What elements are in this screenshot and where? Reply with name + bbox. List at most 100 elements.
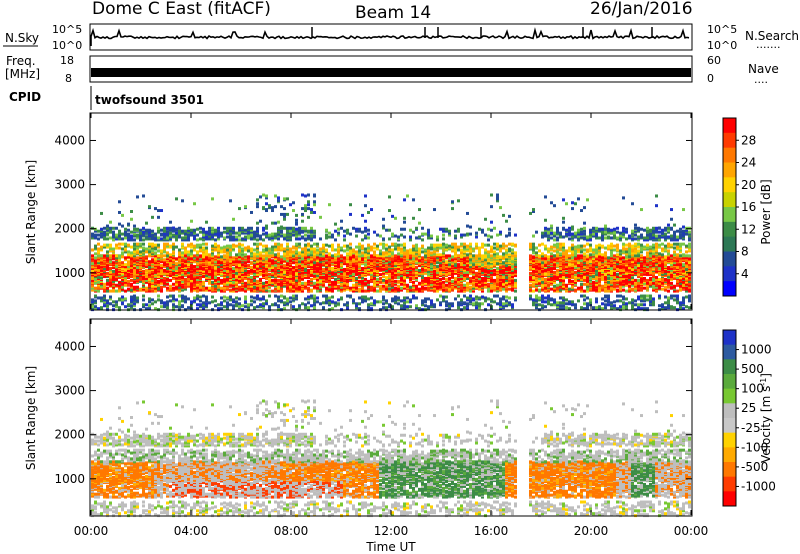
- power-cell: [262, 206, 265, 210]
- power-cell: [145, 268, 148, 272]
- power-cell: [175, 233, 178, 237]
- power-cell: [382, 278, 385, 282]
- power-cell: [403, 198, 406, 202]
- power-cell: [121, 251, 124, 255]
- power-cell: [310, 226, 313, 230]
- power-cell: [253, 278, 256, 282]
- power-cell: [424, 286, 427, 290]
- power-cell: [175, 286, 178, 290]
- power-cell: [130, 253, 133, 257]
- power-cell: [382, 306, 385, 310]
- power-cell: [385, 306, 388, 310]
- power-cell: [280, 229, 283, 233]
- power-cell: [136, 299, 139, 303]
- power-cell: [136, 236, 139, 240]
- power-cell: [262, 238, 265, 242]
- power-cell: [208, 229, 211, 233]
- power-cell: [178, 268, 181, 272]
- power-cell: [370, 208, 373, 212]
- power-cell: [406, 194, 409, 198]
- power-cell: [130, 285, 133, 289]
- power-cell: [118, 258, 121, 262]
- power-cell: [196, 265, 199, 269]
- power-cell: [295, 213, 298, 217]
- power-cell: [145, 249, 148, 253]
- power-cell: [382, 302, 385, 306]
- power-cell: [217, 253, 220, 257]
- power-cell: [268, 251, 271, 255]
- power-cell: [394, 298, 397, 302]
- power-cell: [160, 281, 163, 285]
- power-cell: [424, 268, 427, 272]
- power-cell: [292, 233, 295, 237]
- power-cell: [271, 209, 274, 213]
- power-cell: [214, 284, 217, 288]
- power-cell: [349, 232, 352, 236]
- power-cell: [112, 269, 115, 273]
- power-cell: [184, 282, 187, 286]
- power-cell: [205, 252, 208, 256]
- power-cell: [190, 228, 193, 232]
- power-cell: [91, 278, 94, 282]
- power-cell: [130, 300, 133, 304]
- power-cell: [124, 267, 127, 271]
- power-cell: [103, 230, 106, 234]
- power-cell: [427, 276, 430, 280]
- power-cell: [442, 245, 445, 249]
- power-cell: [160, 266, 163, 270]
- power-cell: [154, 307, 157, 311]
- power-cell: [139, 233, 142, 237]
- power-cell: [418, 250, 421, 254]
- power-cell: [439, 227, 442, 231]
- power-cell: [364, 282, 367, 286]
- power-cell: [118, 283, 121, 287]
- power-cell: [217, 259, 220, 263]
- power-cell: [205, 286, 208, 290]
- power-cell: [163, 271, 166, 275]
- power-cell: [328, 261, 331, 265]
- power-cell: [217, 226, 220, 230]
- power-cell: [154, 246, 157, 250]
- power-cell: [127, 222, 130, 226]
- power-cell: [328, 235, 331, 239]
- power-cell: [451, 207, 454, 211]
- power-cell: [283, 252, 286, 256]
- power-cell: [349, 246, 352, 250]
- power-cell: [109, 275, 112, 279]
- power-cell: [166, 251, 169, 255]
- power-cell: [403, 227, 406, 231]
- power-cell: [325, 228, 328, 232]
- power-cell: [367, 246, 370, 250]
- freq-panel: Freq. [MHz] 18 8 60 0 Nave ....: [5, 54, 779, 86]
- power-cell: [151, 276, 154, 280]
- power-cell: [211, 265, 214, 269]
- power-cell: [268, 305, 271, 309]
- power-cell: [397, 276, 400, 279]
- power-cell: [430, 251, 433, 255]
- power-cell: [328, 296, 331, 300]
- power-cell: [256, 294, 259, 298]
- power-cell: [103, 237, 106, 241]
- power-cell: [166, 286, 169, 290]
- power-cell: [205, 288, 208, 292]
- power-cell: [232, 304, 235, 308]
- power-cell: [211, 235, 214, 239]
- power-cell: [142, 249, 145, 253]
- power-cell: [115, 235, 118, 239]
- power-cell: [349, 294, 352, 298]
- power-cell: [94, 286, 97, 290]
- power-cell: [391, 282, 394, 286]
- power-cell: [94, 252, 97, 256]
- power-cell: [379, 280, 382, 284]
- power-cell: [112, 272, 115, 276]
- power-cell: [127, 250, 130, 254]
- power-cell: [202, 307, 205, 311]
- power-cell: [379, 267, 382, 271]
- power-cell: [283, 277, 286, 281]
- power-cell: [292, 305, 295, 309]
- power-cell: [454, 242, 457, 246]
- power-cell: [202, 235, 205, 239]
- power-cell: [268, 259, 271, 263]
- power-cell: [304, 303, 307, 307]
- power-cell: [166, 233, 169, 237]
